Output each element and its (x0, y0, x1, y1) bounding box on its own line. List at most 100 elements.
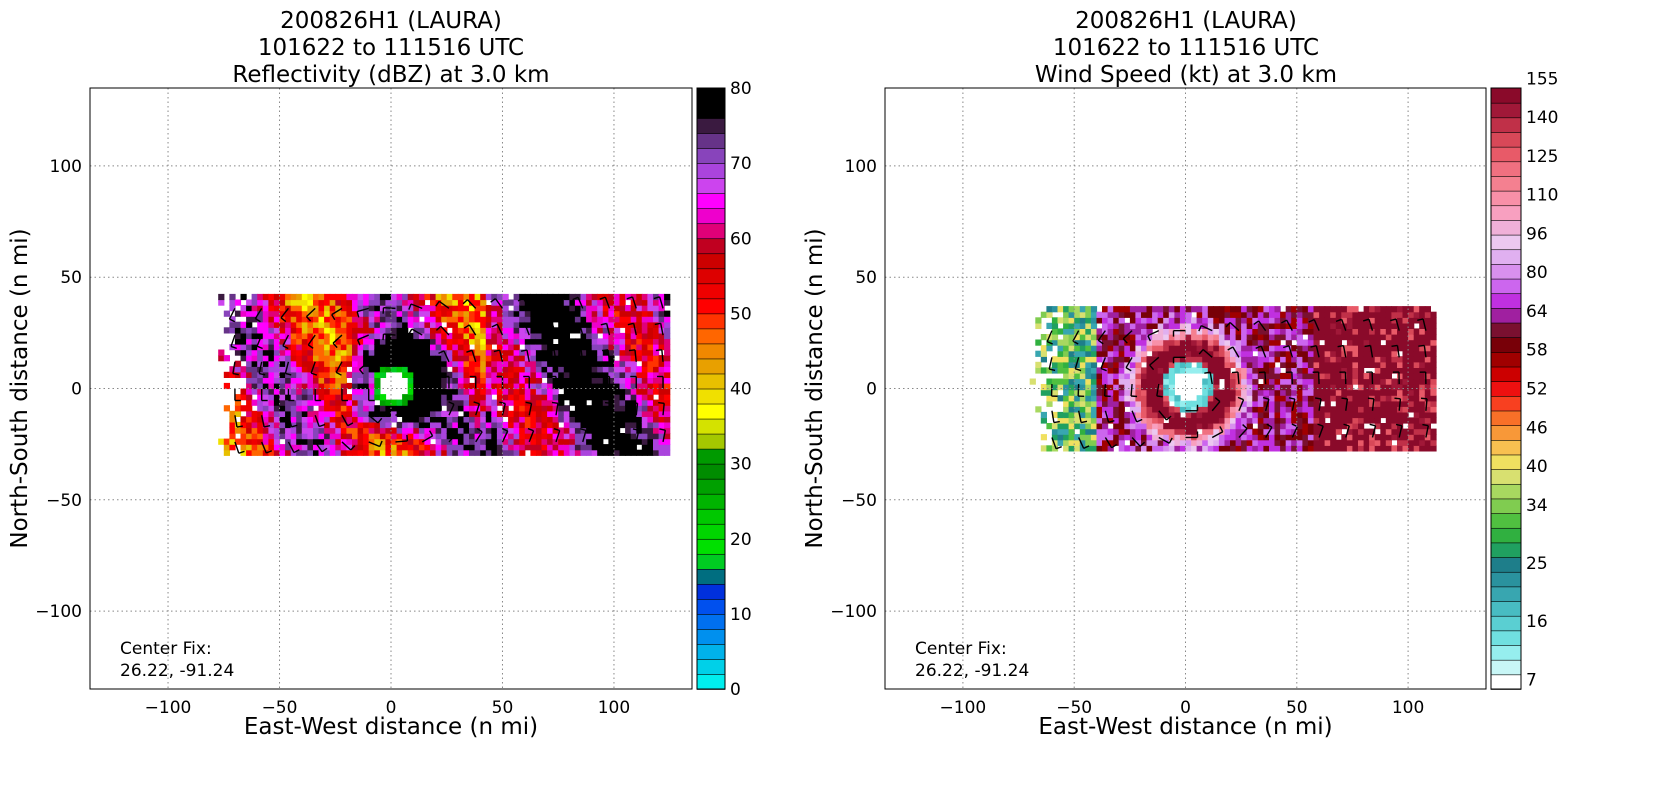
colorbar-swatch (696, 643, 726, 660)
wind-barb-flag (1125, 367, 1132, 372)
wind-barb (1264, 372, 1267, 385)
colorbar-swatch (696, 252, 726, 270)
colorbar-tick-label: 16 (1526, 612, 1548, 632)
wind-barb (1077, 410, 1082, 423)
wind-barb (1318, 425, 1324, 438)
wind-barb-flag (600, 322, 607, 326)
wind-barb (555, 403, 559, 416)
wind-barb (1046, 330, 1053, 342)
colorbar-swatch (696, 493, 726, 510)
wind-barb-flag (291, 424, 298, 428)
wind-barb-flag (266, 450, 273, 454)
wind-barb-flag (473, 401, 480, 405)
wind-barb (528, 430, 535, 443)
wind-barb-flag (377, 417, 383, 424)
colorbar-swatch (696, 267, 726, 285)
wind-barb-flag (578, 401, 585, 405)
colorbar-tick-label: 80 (1526, 263, 1548, 283)
colorbar-swatch (696, 237, 726, 255)
colorbar-tick-label: 96 (1526, 224, 1548, 244)
colorbar-tick-label: 40 (1526, 457, 1548, 477)
wind-barb (499, 349, 504, 362)
wind-barb-flag (654, 322, 661, 326)
wind-barb (260, 415, 265, 428)
wind-barb (578, 323, 584, 336)
wind-barb-flag (379, 440, 383, 447)
wind-barb-flag (232, 372, 239, 376)
wind-barb (1369, 345, 1374, 358)
wind-barb (1371, 398, 1375, 411)
wind-barb (383, 333, 396, 336)
colorbar: 0 10 20 30 40 50 60 70 80 (696, 79, 752, 700)
y-axis-label: North-South distance (n mi) (7, 228, 33, 548)
wind-barb-flag (501, 427, 508, 432)
x-tick-label: 0 (386, 698, 397, 718)
wind-barb (577, 297, 584, 309)
wind-barb (608, 430, 614, 443)
wind-barb (341, 441, 352, 451)
wind-barb (356, 307, 369, 313)
wind-barb-flag (1242, 424, 1248, 430)
wind-barb (528, 403, 533, 416)
colorbar-tick-label: 30 (730, 455, 752, 475)
wind-barb (1258, 320, 1267, 332)
wind-barb-flag (545, 296, 552, 301)
wind-barb-flag (658, 401, 665, 404)
wind-barb (1048, 357, 1053, 370)
colorbar: 7 16 25 34 40 46 52 58 64 80 96 110 125 140 155 (1490, 69, 1558, 690)
colorbar-swatch (1490, 674, 1522, 690)
wind-barb (1100, 357, 1107, 369)
wind-barb (1395, 318, 1400, 331)
wind-barb-flag (659, 428, 666, 431)
wind-barb-flag (599, 296, 606, 300)
wind-barb-flag (602, 349, 609, 352)
wind-barb-flag (628, 349, 636, 352)
wind-barb-flag (259, 372, 266, 376)
wind-barb-flag (256, 345, 263, 350)
wind-barb-flag (551, 401, 559, 405)
wind-barb-flag (318, 423, 326, 428)
y-tick-label: −50 (841, 491, 877, 511)
colorbar-swatch (696, 628, 726, 645)
wind-barb (1238, 399, 1245, 412)
colorbar-swatch (1490, 424, 1522, 441)
wind-barb (494, 298, 504, 309)
wind-barb (421, 435, 433, 443)
wind-barb-flag (1262, 396, 1270, 400)
wind-barb-flag (1075, 368, 1082, 372)
wind-barb-flag (332, 342, 338, 349)
colorbar-swatch (1490, 395, 1522, 412)
wind-barb (1104, 410, 1110, 423)
wind-barb (1260, 345, 1267, 358)
wind-barb-flag (408, 303, 412, 310)
wind-barb (468, 324, 477, 336)
colorbar-swatch (1490, 87, 1522, 104)
wind-barb (607, 349, 611, 362)
wind-barb (421, 405, 431, 416)
wind-barb-flag (350, 445, 356, 451)
colorbar-swatch (696, 87, 726, 104)
wind-barb-flag (1136, 418, 1143, 423)
colorbar-swatch (696, 613, 726, 630)
colorbar-swatch (696, 538, 726, 555)
wind-barb (383, 359, 396, 363)
wind-barb (1104, 437, 1113, 449)
wind-barb (1291, 426, 1298, 438)
y-tick-label: 50 (60, 268, 82, 288)
wind-barb-flag (356, 311, 360, 318)
y-tick-label: 100 (845, 157, 877, 177)
wind-barb (580, 349, 584, 362)
y-tick-label: 0 (866, 380, 877, 400)
wind-barb (1237, 372, 1240, 385)
colorbar-swatch (1490, 278, 1522, 295)
wind-barb-flag (1364, 344, 1371, 348)
wind-barb-flag (1227, 346, 1234, 351)
colorbar-tick-label: 50 (730, 304, 752, 324)
wind-barb-flag (572, 296, 579, 301)
colorbar-swatch (1490, 146, 1522, 163)
wind-barb (1371, 425, 1377, 438)
colorbar-swatch (696, 358, 726, 375)
wind-barb-flag (520, 349, 528, 352)
plot-frame (884, 87, 1487, 690)
wind-barb-flag (604, 401, 612, 404)
